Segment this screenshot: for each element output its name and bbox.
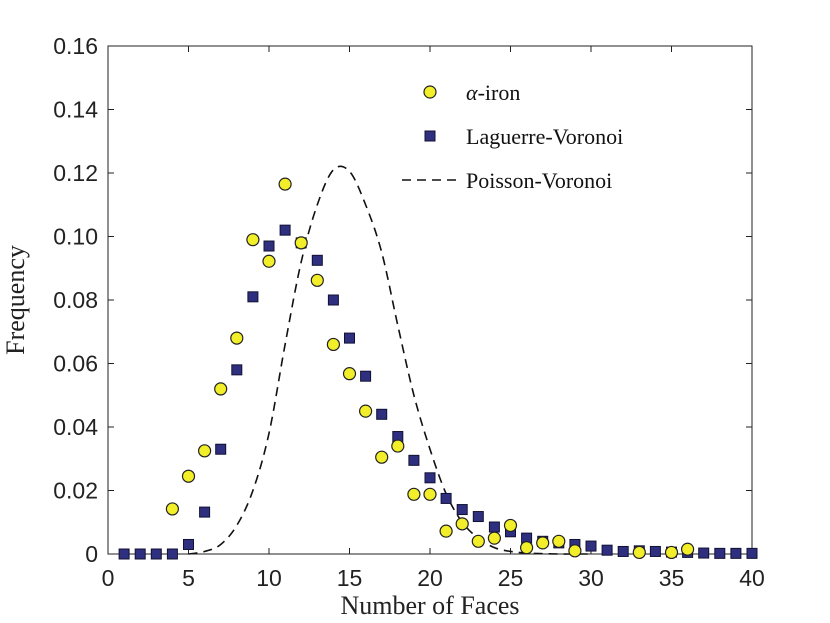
laguerre-voronoi-point (472, 511, 484, 523)
laguerre-voronoi-point (585, 540, 597, 552)
legend-poisson-voronoi-label: Poisson-Voronoi (466, 168, 612, 193)
alpha-iron-point (214, 382, 228, 396)
laguerre-voronoi-point (263, 240, 275, 252)
laguerre-voronoi-point (424, 472, 436, 484)
x-tick-label: 40 (739, 565, 765, 591)
alpha-iron-point (439, 524, 453, 538)
laguerre-voronoi-point (344, 332, 355, 344)
x-tick-label: 0 (102, 565, 115, 591)
plot-area (118, 165, 758, 560)
laguerre-voronoi-point (215, 443, 227, 455)
y-tick-label: 0.08 (53, 287, 98, 313)
y-tick-label: 0.12 (53, 160, 98, 186)
laguerre-voronoi-point (488, 521, 500, 533)
laguerre-voronoi-point (617, 545, 629, 557)
alpha-iron-point (632, 545, 646, 560)
alpha-iron-point (326, 337, 340, 352)
x-tick-label: 20 (417, 565, 443, 591)
legend-laguerre-voronoi-marker (424, 130, 436, 142)
alpha-iron-point (246, 233, 260, 247)
alpha-iron-point (181, 469, 196, 483)
alpha-iron-point (198, 444, 212, 458)
alpha-iron-point (680, 542, 695, 556)
y-tick-label: 0.04 (53, 414, 98, 440)
laguerre-voronoi-point (134, 548, 146, 560)
laguerre-voronoi-point (311, 254, 323, 266)
legend-laguerre-voronoi-label: Laguerre-Voronoi (466, 124, 623, 149)
alpha-iron-point (310, 273, 324, 287)
laguerre-voronoi-point (327, 294, 339, 306)
alpha-iron-point (230, 331, 244, 345)
y-axis-title: Frequency (1, 245, 30, 355)
laguerre-voronoi-point (730, 547, 742, 559)
x-tick-label: 5 (182, 565, 195, 591)
alpha-iron-point (262, 254, 276, 268)
laguerre-voronoi-point (279, 224, 291, 236)
laguerre-voronoi-point (714, 547, 726, 559)
alpha-iron-point (487, 531, 501, 545)
laguerre-voronoi-point (376, 408, 388, 420)
x-axis-title: Number of Faces (340, 591, 519, 620)
x-tick-label: 25 (498, 565, 524, 591)
alpha-iron-point (278, 177, 292, 191)
laguerre-voronoi-point (150, 548, 162, 560)
laguerre-voronoi-point (166, 548, 178, 560)
legend-alpha-iron-label: α-iron (466, 80, 520, 105)
alpha-iron-point (568, 544, 582, 558)
laguerre-voronoi-point (118, 548, 130, 560)
y-tick-label: 0.10 (53, 224, 98, 250)
laguerre-voronoi-point (183, 538, 194, 550)
x-tick-label: 10 (256, 565, 282, 591)
legend-alpha-iron-marker (423, 85, 437, 99)
laguerre-voronoi-point (746, 547, 758, 559)
alpha-iron-point (391, 439, 405, 453)
x-tick-label: 30 (578, 565, 604, 591)
laguerre-voronoi-point (649, 545, 661, 557)
y-tick-label: 0.06 (53, 351, 98, 377)
x-tick-label: 15 (337, 565, 363, 591)
alpha-iron-point (407, 487, 421, 501)
alpha-iron-point (342, 367, 357, 381)
laguerre-voronoi-point (199, 506, 211, 518)
laguerre-voronoi-point (231, 364, 243, 376)
alpha-iron-point (455, 517, 469, 531)
alpha-iron-point (359, 404, 373, 418)
poisson-voronoi-line (188, 165, 591, 555)
alpha-iron-point (375, 450, 389, 464)
alpha-iron-point (664, 545, 679, 560)
alpha-iron-point (552, 534, 566, 548)
alpha-iron-point (536, 536, 550, 550)
y-tick-label: 0.14 (53, 97, 98, 123)
legend: α-iron Laguerre-Voronoi Poisson-Voronoi (402, 80, 623, 193)
alpha-iron-point (294, 236, 308, 250)
axis-ticks: 0 5 10 15 20 25 30 35 40 0 0.02 0.04 0.06 0.08 0.10 0.1… (53, 33, 765, 591)
alpha-iron-point (471, 534, 485, 548)
laguerre-voronoi-point (408, 454, 420, 466)
alpha-iron-point (423, 487, 437, 501)
y-tick-label: 0.16 (53, 33, 98, 59)
laguerre-voronoi-point (247, 291, 259, 303)
laguerre-voronoi-point (698, 547, 710, 559)
laguerre-voronoi-point (360, 370, 372, 382)
alpha-iron-point (503, 518, 518, 533)
y-tick-label: 0.02 (53, 478, 98, 504)
y-tick-label: 0 (85, 541, 98, 567)
alpha-iron-point (165, 502, 179, 516)
alpha-iron-point (519, 541, 534, 555)
laguerre-voronoi-point (456, 504, 468, 516)
laguerre-voronoi-point (601, 544, 613, 556)
laguerre-voronoi-point (440, 492, 452, 504)
x-tick-label: 35 (659, 565, 685, 591)
